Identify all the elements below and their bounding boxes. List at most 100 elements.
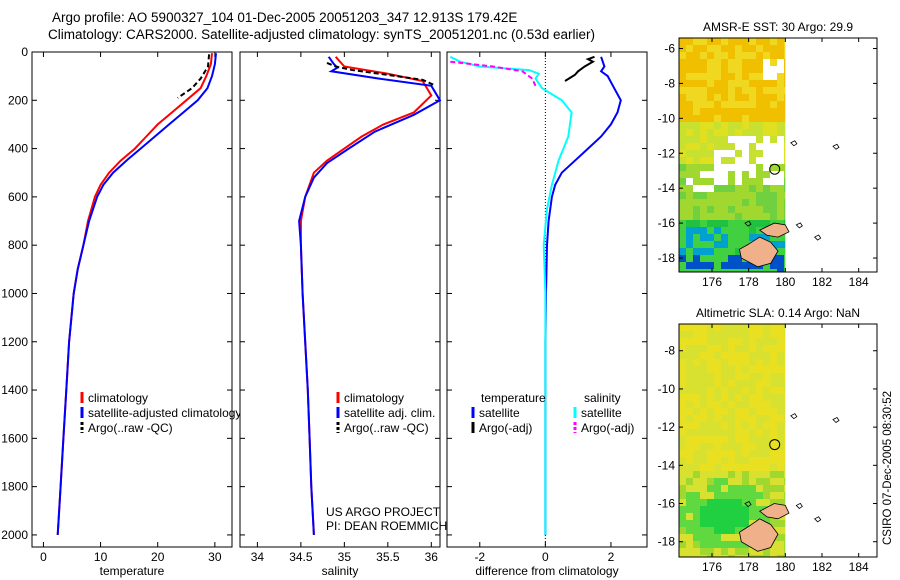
data-cell xyxy=(735,380,742,387)
reef-outline xyxy=(790,413,798,420)
legend-label: Argo(-adj) xyxy=(479,421,532,435)
data-cell xyxy=(763,178,770,185)
data-cell xyxy=(707,408,714,415)
data-cell xyxy=(770,331,777,338)
salinity-xtick-label: 35.5 xyxy=(376,550,400,564)
series-line-satellite-adjusted-climatology xyxy=(56,53,217,535)
data-cell xyxy=(679,73,686,80)
data-cell xyxy=(777,408,784,415)
data-cell xyxy=(686,352,693,359)
data-cell xyxy=(700,192,707,199)
data-cell xyxy=(735,185,742,192)
data-cell xyxy=(714,345,721,352)
data-cell xyxy=(728,436,735,443)
data-cell xyxy=(679,66,686,73)
data-cell xyxy=(721,52,728,59)
data-cell xyxy=(693,534,700,541)
data-cell xyxy=(742,66,749,73)
data-cell xyxy=(721,171,728,178)
data-cell xyxy=(700,73,707,80)
data-cell xyxy=(777,555,784,557)
data-cell xyxy=(749,345,756,352)
data-cell xyxy=(721,45,728,52)
data-cell xyxy=(714,401,721,408)
data-cell xyxy=(742,373,749,380)
data-cell xyxy=(707,331,714,338)
data-cell xyxy=(728,164,735,171)
data-cell xyxy=(700,213,707,220)
data-cell xyxy=(735,213,742,220)
data-cell xyxy=(707,38,714,45)
data-cell xyxy=(700,457,707,464)
data-cell xyxy=(686,66,693,73)
data-cell xyxy=(707,206,714,213)
data-cell xyxy=(714,94,721,101)
data-cell xyxy=(707,248,714,255)
data-cell xyxy=(784,269,786,272)
data-cell xyxy=(700,262,707,269)
data-cell xyxy=(686,450,693,457)
data-cell xyxy=(756,143,763,150)
data-cell xyxy=(784,129,786,136)
data-cell xyxy=(686,527,693,534)
data-cell xyxy=(693,234,700,241)
data-cell xyxy=(735,178,742,185)
data-cell xyxy=(728,45,735,52)
data-cell xyxy=(714,471,721,478)
data-cell xyxy=(707,143,714,150)
data-cell xyxy=(700,394,707,401)
difference-axes-box xyxy=(446,51,648,548)
data-cell xyxy=(693,548,700,555)
data-cell xyxy=(679,436,686,443)
data-cell xyxy=(756,429,763,436)
data-cell xyxy=(686,541,693,548)
legend-label: Argo(..raw -QC) xyxy=(344,421,429,435)
data-cell xyxy=(749,359,756,366)
data-cell xyxy=(707,269,714,272)
data-cell xyxy=(728,443,735,450)
data-cell xyxy=(770,478,777,485)
data-cell xyxy=(770,492,777,499)
data-cell xyxy=(742,171,749,178)
data-cell xyxy=(714,171,721,178)
temperature-xtick-label: 30 xyxy=(208,550,222,564)
data-cell xyxy=(784,59,786,66)
data-cell xyxy=(714,213,721,220)
data-cell xyxy=(770,206,777,213)
data-cell xyxy=(707,213,714,220)
data-cell xyxy=(686,331,693,338)
data-cell xyxy=(763,234,770,241)
data-cell xyxy=(749,101,756,108)
data-cell xyxy=(728,359,735,366)
data-cell xyxy=(700,443,707,450)
data-cell xyxy=(714,555,721,557)
data-cell xyxy=(735,87,742,94)
data-cell xyxy=(700,541,707,548)
map-xtick-label: 182 xyxy=(812,560,832,574)
data-cell xyxy=(763,471,770,478)
data-cell xyxy=(770,129,777,136)
data-cell xyxy=(721,429,728,436)
data-cell xyxy=(749,324,756,331)
data-cell xyxy=(735,136,742,143)
data-cell xyxy=(735,38,742,45)
data-cell xyxy=(735,513,742,520)
data-cell xyxy=(728,331,735,338)
data-cell xyxy=(763,164,770,171)
data-cell xyxy=(784,220,786,227)
data-cell xyxy=(728,52,735,59)
data-cell xyxy=(735,485,742,492)
data-cell xyxy=(770,108,777,115)
data-cell xyxy=(693,401,700,408)
data-cell xyxy=(707,262,714,269)
data-cell xyxy=(721,129,728,136)
data-cell xyxy=(721,345,728,352)
data-cell xyxy=(686,87,693,94)
data-cell xyxy=(749,352,756,359)
salinity-xtick-label: 34.5 xyxy=(289,550,313,564)
data-cell xyxy=(742,150,749,157)
data-cell xyxy=(707,471,714,478)
data-cell xyxy=(742,234,749,241)
data-cell xyxy=(756,485,763,492)
data-cell xyxy=(749,262,756,269)
